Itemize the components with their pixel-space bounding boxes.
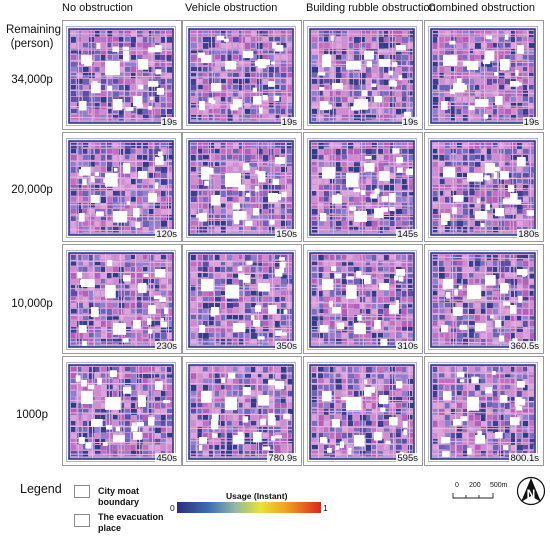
column-header-building-rubble-obstruction: Building rubble obstruction [306, 2, 436, 14]
evacuation-map-image [186, 250, 296, 350]
evacuation-time-label: 310s [396, 341, 419, 352]
map-panel-no-obstruction: 230s [62, 244, 182, 354]
evacuation-time-label: 780.9s [267, 453, 298, 464]
row-header-line1: Remaining [6, 24, 61, 36]
row-label-1000: 1000p [16, 409, 48, 421]
map-panel-no-obstruction: 450s [62, 356, 182, 466]
map-panel-combined-obstruction: 19s [424, 20, 544, 130]
map-panel-building-rubble-obstruction: 310s [303, 244, 423, 354]
evacuation-map-image [307, 362, 417, 462]
north-arrow-icon: N [516, 476, 546, 506]
usage-colorbar [177, 502, 321, 513]
map-panel-vehicle-obstruction: 350s [182, 244, 302, 354]
evacuation-time-label: 595s [396, 453, 419, 464]
evacuation-line2: place [98, 523, 122, 533]
evacuation-map-image [428, 250, 538, 350]
map-panel-building-rubble-obstruction: 595s [303, 356, 423, 466]
map-panel-vehicle-obstruction: 19s [182, 20, 302, 130]
scale-label-500: 500m [490, 482, 508, 489]
map-panel-combined-obstruction: 360.5s [424, 244, 544, 354]
evacuation-map-image [66, 138, 176, 238]
city-moat-boundary-swatch [74, 485, 90, 498]
scale-label-200: 200 [469, 482, 481, 489]
row-label-34000: 34,000p [11, 74, 53, 86]
city-moat-line2: boundary [98, 497, 140, 507]
map-panel-building-rubble-obstruction: 19s [303, 20, 423, 130]
map-panel-no-obstruction: 120s [62, 132, 182, 242]
legend-title: Legend [20, 482, 62, 496]
evacuation-place-label: The evacuation place [98, 512, 164, 534]
row-label-20000: 20,000p [11, 184, 53, 196]
city-moat-line1: City moat [98, 486, 140, 496]
evacuation-map-image [307, 138, 417, 238]
evacuation-map-image [307, 26, 417, 126]
usage-colorbar-title: Usage (Instant) [226, 491, 288, 501]
scale-label-0: 0 [455, 482, 459, 489]
evacuation-time-label: 120s [155, 229, 178, 240]
evacuation-map-image [307, 250, 417, 350]
map-panel-vehicle-obstruction: 150s [182, 132, 302, 242]
scale-bar-icon [452, 493, 494, 499]
map-panel-combined-obstruction: 180s [424, 132, 544, 242]
column-header-no-obstruction: No obstruction [62, 2, 133, 14]
evacuation-time-label: 180s [517, 229, 540, 240]
north-label: N [527, 487, 536, 501]
evacuation-map-image [428, 138, 538, 238]
evacuation-map-image [428, 26, 538, 126]
row-label-10000: 10,000p [11, 298, 53, 310]
row-header: Remaining (person) [6, 23, 61, 51]
row-header-line2: (person) [10, 38, 54, 50]
evacuation-map-image [186, 138, 296, 238]
evacuation-time-label: 145s [396, 229, 419, 240]
evacuation-map-image [186, 362, 296, 462]
evacuation-map-image [66, 26, 176, 126]
map-panel-combined-obstruction: 800.1s [424, 356, 544, 466]
evacuation-time-label: 350s [275, 341, 298, 352]
evacuation-map-image [186, 26, 296, 126]
map-panel-no-obstruction: 19s [62, 20, 182, 130]
evacuation-time-label: 19s [401, 117, 419, 128]
evacuation-line1: The evacuation [98, 512, 164, 522]
evacuation-map-image [428, 362, 538, 462]
usage-min-label: 0 [170, 503, 175, 513]
evacuation-time-label: 450s [155, 453, 178, 464]
evacuation-time-label: 19s [280, 117, 298, 128]
evacuation-map-image [66, 362, 176, 462]
evacuation-time-label: 19s [522, 117, 540, 128]
column-header-vehicle-obstruction: Vehicle obstruction [185, 2, 278, 14]
evacuation-time-label: 360.5s [509, 341, 540, 352]
evacuation-time-label: 19s [160, 117, 178, 128]
usage-max-label: 1 [323, 503, 328, 513]
evacuation-time-label: 800.1s [509, 453, 540, 464]
map-panel-building-rubble-obstruction: 145s [303, 132, 423, 242]
evacuation-time-label: 230s [155, 341, 178, 352]
city-moat-boundary-label: City moat boundary [98, 486, 139, 508]
column-header-combined-obstruction: Combined obstruction [428, 2, 536, 14]
evacuation-map-image [66, 250, 176, 350]
map-panel-vehicle-obstruction: 780.9s [182, 356, 302, 466]
evacuation-time-label: 150s [275, 229, 298, 240]
evacuation-place-swatch [74, 514, 90, 527]
